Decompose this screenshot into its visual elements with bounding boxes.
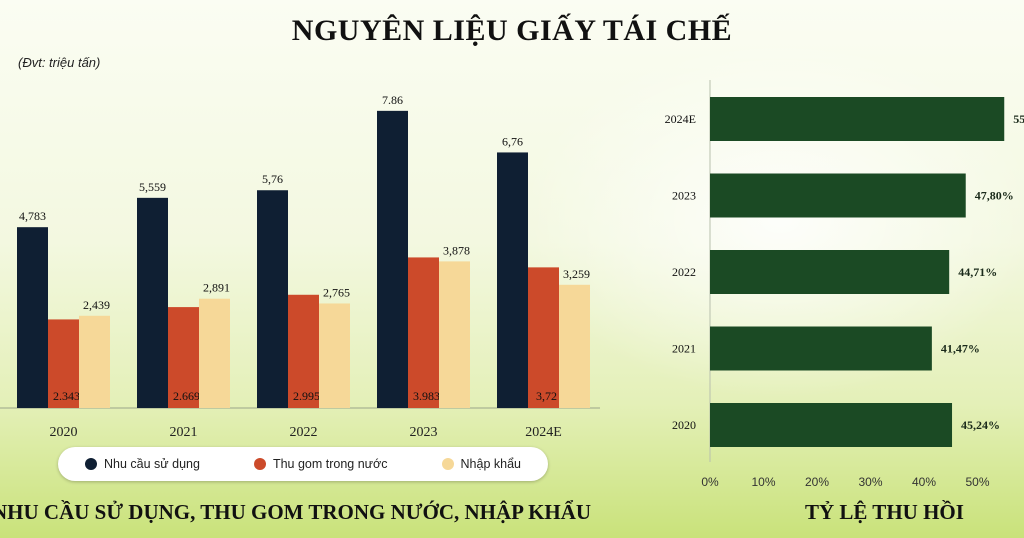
recovery-value-label-2023: 47,80%: [975, 189, 1014, 203]
data-label-collection-2022: 2.995: [293, 389, 320, 403]
y-tick-label-2024E: 2024E: [665, 112, 696, 126]
y-tick-label-2023: 2023: [672, 189, 696, 203]
x-tick-label-2022: 2022: [290, 425, 318, 440]
bar-import-2023: [439, 261, 470, 408]
recovery-value-label-2020: 45,24%: [961, 418, 1000, 432]
legend-swatch-collection: [253, 458, 266, 470]
recovery-value-label-2024E: 55: [1013, 112, 1024, 126]
legend: Nhu cầu sử dụng Thu gom trong nước Nhập …: [58, 447, 548, 481]
bar-collection-2024E: [528, 267, 559, 408]
data-label-import-2020: 2,439: [83, 298, 110, 312]
data-label-import-2021: 2,891: [203, 281, 230, 295]
data-label-demand-2020: 4,783: [19, 209, 46, 223]
left-chart-caption: NHU CẦU SỬ DỤNG, THU GOM TRONG NƯỚC, NHẬ…: [0, 500, 592, 524]
x-tick-label-0: 0%: [701, 475, 719, 489]
x-tick-label-2: 20%: [805, 475, 829, 489]
bar-demand-2021: [137, 197, 168, 408]
bar-collection-2023: [408, 257, 439, 408]
legend-label-import: Nhập khẩu: [460, 457, 521, 471]
recovery-bar-2023: [710, 173, 966, 218]
x-tick-label-2023: 2023: [410, 425, 438, 440]
x-tick-label-2024E: 2024E: [525, 425, 562, 440]
page-title: NGUYÊN LIỆU GIẤY TÁI CHẾ: [291, 14, 733, 47]
bar-import-2020: [79, 315, 110, 408]
x-tick-label-2020: 2020: [50, 425, 78, 440]
data-label-collection-2021: 2.669: [173, 389, 200, 403]
data-label-import-2022: 2,765: [323, 285, 350, 299]
x-tick-label-2021: 2021: [170, 425, 198, 440]
data-label-collection-2020: 2.343: [53, 389, 80, 403]
data-label-collection-2023: 3.983: [413, 389, 440, 403]
legend-label-demand: Nhu cầu sử dụng: [104, 457, 200, 471]
y-tick-label-2021: 2021: [672, 342, 696, 356]
legend-item-collection: Thu gom trong nước: [253, 457, 388, 471]
legend-item-demand: Nhu cầu sử dụng: [85, 457, 200, 471]
data-label-demand-2022: 5,76: [262, 172, 283, 186]
data-label-import-2024E: 3,259: [563, 267, 590, 281]
bar-demand-2023: [377, 110, 408, 408]
bar-import-2021: [199, 298, 230, 408]
recovery-bar-2022: [710, 250, 950, 294]
data-label-demand-2021: 5,559: [139, 180, 166, 194]
recovery-bar-2024E: [710, 97, 1005, 141]
right-chart-caption: TỶ LỆ THU HỒI: [805, 500, 964, 524]
legend-swatch-import: [441, 458, 454, 470]
x-tick-label-5: 50%: [965, 475, 989, 489]
data-label-demand-2024E: 6,76: [502, 134, 523, 148]
legend-item-import: Nhập khẩu: [441, 457, 521, 471]
bar-collection-2022: [288, 294, 319, 408]
bar-demand-2022: [257, 190, 288, 408]
data-label-collection-2024E: 3,72: [536, 389, 557, 403]
bar-collection-2021: [168, 307, 199, 408]
recovery-value-label-2022: 44,71%: [958, 265, 997, 279]
recovery-bar-2020: [710, 403, 953, 447]
bar-collection-2020: [48, 319, 79, 408]
data-label-demand-2023: 7.86: [382, 93, 403, 107]
bar-import-2022: [319, 303, 350, 408]
y-tick-label-2020: 2020: [672, 418, 696, 432]
legend-swatch-demand: [85, 458, 97, 470]
bar-import-2024E: [559, 284, 590, 408]
recovery-value-label-2021: 41,47%: [941, 342, 980, 356]
recovery-bar-2021: [710, 326, 932, 371]
bar-demand-2020: [17, 227, 48, 408]
x-tick-label-3: 30%: [858, 475, 882, 489]
bar-demand-2024E: [497, 152, 528, 408]
x-tick-label-4: 40%: [912, 475, 936, 489]
data-label-import-2023: 3,878: [443, 243, 470, 257]
unit-note: (Đvt: triệu tấn): [18, 55, 101, 70]
legend-label-collection: Thu gom trong nước: [272, 457, 388, 471]
x-tick-label-1: 10%: [751, 475, 775, 489]
y-tick-label-2022: 2022: [672, 265, 696, 279]
